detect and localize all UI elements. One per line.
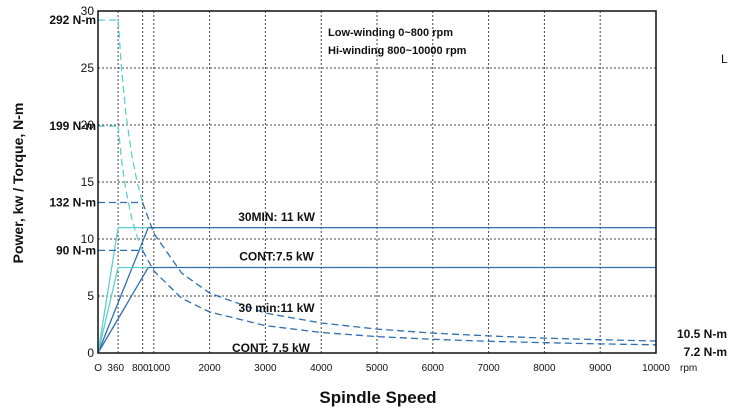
x-tick-label-4: 2000 xyxy=(198,363,221,374)
series-line-11 xyxy=(142,250,657,346)
torque-label-right-0: 10.5 N-m xyxy=(677,327,727,341)
x-axis-title: Spindle Speed xyxy=(319,388,436,407)
x-tick-label-10: 8000 xyxy=(533,363,556,374)
y-tick-labels: 0 5 10 15 20 25 30 xyxy=(81,4,95,360)
annotation-label-1: CONT:7.5 kW xyxy=(239,250,314,264)
series-line-10 xyxy=(141,202,657,342)
x-tick-label-7: 5000 xyxy=(366,363,389,374)
x-axis-unit: rpm xyxy=(680,363,697,374)
y-tick-label-3: 15 xyxy=(81,175,95,189)
grid xyxy=(98,11,656,353)
series-layer xyxy=(97,19,657,354)
torque-label-right-1: 7.2 N-m xyxy=(684,345,727,359)
x-tick-label-0: O xyxy=(94,363,102,374)
x-tick-labels: O 360 800 1000 2000 3000 4000 5000 6000 7000 8000 9… xyxy=(94,363,670,374)
y-tick-label-6: 30 xyxy=(81,4,95,18)
y-tick-label-1: 5 xyxy=(87,289,94,303)
torque-label-left-1: 199 N-m xyxy=(49,119,96,133)
legend-low-winding: Low-winding 0~800 rpm xyxy=(328,27,453,39)
x-tick-label-11: 9000 xyxy=(589,363,612,374)
x-tick-label-9: 7000 xyxy=(477,363,500,374)
legend-hi-winding: Hi-winding 800~10000 rpm xyxy=(328,45,467,57)
side-text: L xyxy=(721,52,728,66)
series-line-9 xyxy=(117,126,144,251)
y-axis-title: Power, kw / Torque, N-m xyxy=(10,103,26,264)
x-tick-label-5: 3000 xyxy=(254,363,277,374)
annotation-label-3: CONT: 7.5 kW xyxy=(232,341,311,355)
y-tick-label-0: 0 xyxy=(87,346,94,360)
x-tick-label-6: 4000 xyxy=(310,363,333,374)
torque-labels-right: 10.5 N-m 7.2 N-m xyxy=(677,327,727,359)
x-tick-label-8: 6000 xyxy=(422,363,445,374)
torque-label-left-3: 90 N-m xyxy=(56,243,96,257)
series-line-0 xyxy=(97,226,656,354)
torque-label-left-2: 132 N-m xyxy=(49,196,96,210)
y-tick-label-5: 25 xyxy=(81,61,95,75)
x-tick-label-2: 800 xyxy=(132,363,149,374)
plot-frame xyxy=(97,10,657,354)
y-tick-label-2: 10 xyxy=(81,232,95,246)
torque-label-left-0: 292 N-m xyxy=(49,13,96,27)
annotations: 30MIN: 11 kW CONT:7.5 kW 30 min:11 kW CONT:… xyxy=(232,210,316,355)
annotation-label-0: 30MIN: 11 kW xyxy=(238,210,315,224)
series-line-2 xyxy=(97,226,149,354)
torque-labels-left: 292 N-m 199 N-m 132 N-m 90 N-m xyxy=(49,13,96,257)
annotation-label-2: 30 min:11 kW xyxy=(239,301,316,315)
series-line-3 xyxy=(97,266,149,354)
x-tick-label-3: 1000 xyxy=(148,363,171,374)
x-tick-label-12: 10000 xyxy=(642,363,670,374)
series-line-8 xyxy=(117,20,144,203)
y-tick-label-4: 20 xyxy=(81,118,95,132)
x-tick-label-1: 360 xyxy=(107,363,124,374)
